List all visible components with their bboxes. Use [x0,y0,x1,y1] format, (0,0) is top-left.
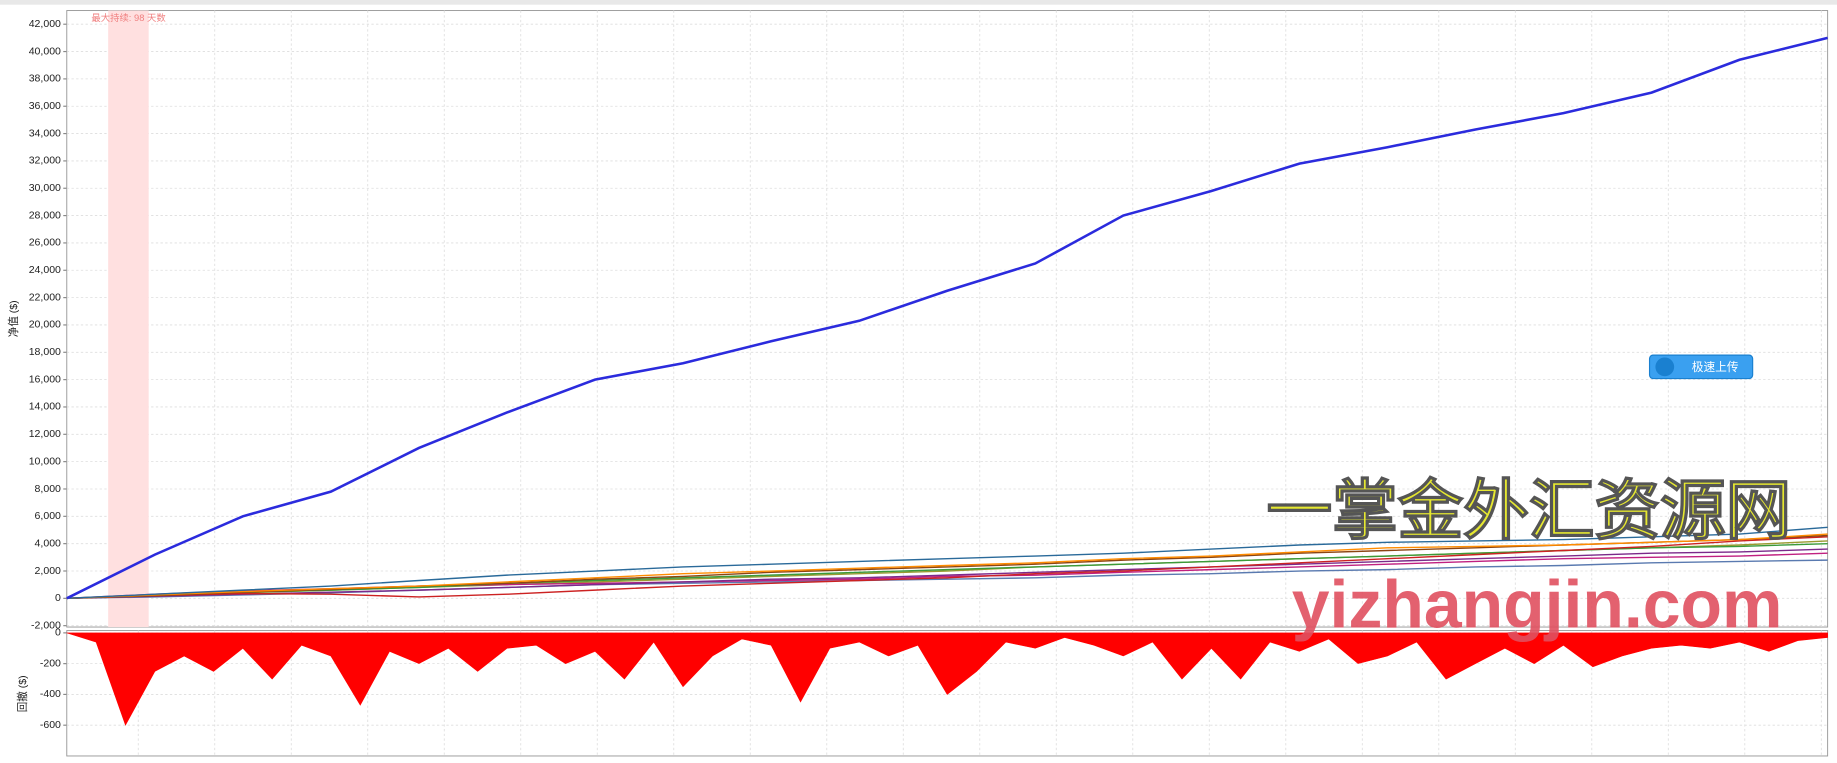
equity-line [66,36,1828,600]
tab-strip [0,0,1837,5]
button-icon [1655,357,1675,377]
y-tick-label: -400 [40,688,61,700]
highlight-span [108,10,149,628]
annotation: 最大持续: 98 天数 [91,12,166,23]
y-axis-label: 回撤 ($) [16,675,29,712]
drawdown-area [66,632,1828,726]
y-tick-label: 10,000 [29,455,61,467]
y-tick-label: 32,000 [29,155,61,167]
y-tick-label: 12,000 [29,428,61,440]
y-tick-label: 0 [55,627,61,639]
watermark: yizhangjin.com [1292,566,1783,642]
button-bg[interactable] [1648,354,1754,380]
equity-line [66,533,1828,600]
y-tick-label: 4,000 [35,537,61,549]
y-tick-label: 24,000 [29,264,61,276]
y-tick-label: 0 [55,592,61,604]
button-label[interactable]: 极速上传 [1692,360,1739,374]
y-tick-label: 14,000 [29,401,61,413]
y-tick-label: 36,000 [29,100,61,112]
y-tick-label: 38,000 [29,73,61,85]
upload-button[interactable]: 极速上传 [1648,354,1754,380]
y-tick-label: 30,000 [29,182,61,194]
y-tick-label: 18,000 [29,346,61,358]
y-axis-label: 净值 ($) [7,300,20,337]
y-tick-label: 6,000 [35,510,61,522]
y-tick-label: -200 [40,657,61,669]
y-tick-label: 16,000 [29,373,61,385]
plot-layer: -2,00002,0004,0006,0008,00010,00012,0001… [29,10,1828,756]
y-tick-label: 28,000 [29,209,61,221]
y-tick-label: 40,000 [29,45,61,57]
y-tick-label: 2,000 [35,565,61,577]
equity-line [66,526,1828,600]
equity-panel [66,10,1829,628]
y-tick-label: 26,000 [29,237,61,249]
equity-line [66,536,1828,600]
watermark: 一掌金外汇资源网 [1266,474,1791,547]
y-tick-label: 22,000 [29,291,61,303]
y-tick-label: -2,000 [31,619,61,631]
y-tick-label: 20,000 [29,319,61,331]
y-tick-label: 34,000 [29,127,61,139]
y-tick-label: -600 [40,719,61,731]
y-tick-label: 42,000 [29,18,61,30]
y-tick-label: 8,000 [35,483,61,495]
equity-line [66,548,1828,600]
